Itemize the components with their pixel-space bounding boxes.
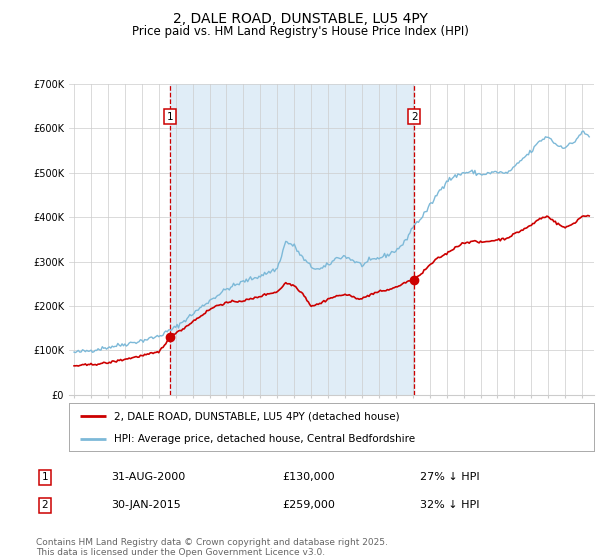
Text: Contains HM Land Registry data © Crown copyright and database right 2025.
This d: Contains HM Land Registry data © Crown c…	[36, 538, 388, 557]
Text: 2: 2	[41, 500, 49, 510]
Text: 2, DALE ROAD, DUNSTABLE, LU5 4PY: 2, DALE ROAD, DUNSTABLE, LU5 4PY	[173, 12, 427, 26]
Text: 1: 1	[167, 111, 173, 122]
Text: HPI: Average price, detached house, Central Bedfordshire: HPI: Average price, detached house, Cent…	[113, 434, 415, 444]
Text: 1: 1	[41, 472, 49, 482]
Text: 31-AUG-2000: 31-AUG-2000	[111, 472, 185, 482]
Text: 2: 2	[411, 111, 418, 122]
Text: £259,000: £259,000	[282, 500, 335, 510]
Text: 2, DALE ROAD, DUNSTABLE, LU5 4PY (detached house): 2, DALE ROAD, DUNSTABLE, LU5 4PY (detach…	[113, 411, 399, 421]
Text: 27% ↓ HPI: 27% ↓ HPI	[420, 472, 479, 482]
Bar	[170, 84, 414, 395]
Text: Price paid vs. HM Land Registry's House Price Index (HPI): Price paid vs. HM Land Registry's House …	[131, 25, 469, 38]
Text: £130,000: £130,000	[282, 472, 335, 482]
Text: 30-JAN-2015: 30-JAN-2015	[111, 500, 181, 510]
Text: 32% ↓ HPI: 32% ↓ HPI	[420, 500, 479, 510]
